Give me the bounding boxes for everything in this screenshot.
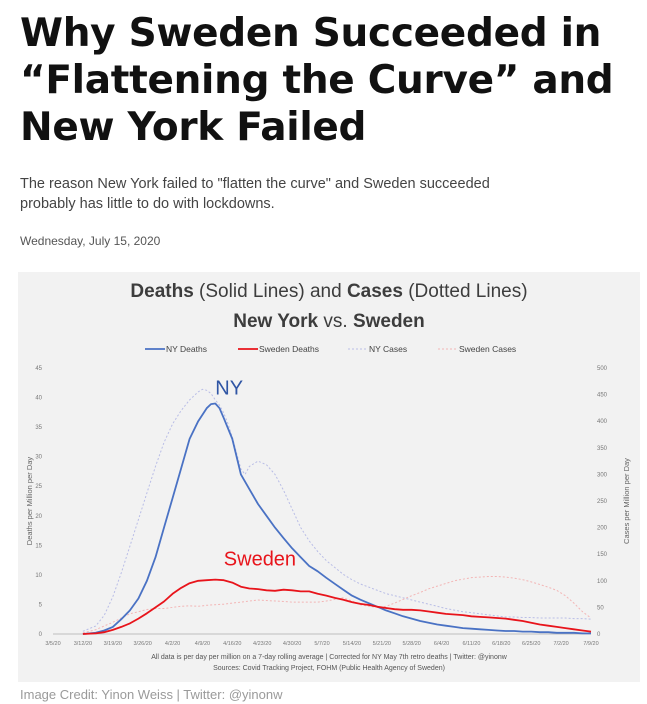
- y-tick-right: 350: [597, 446, 608, 452]
- headline-line-3: New York Failed: [20, 105, 367, 150]
- x-tick-label: 7/9/20: [583, 641, 598, 647]
- headline-line-2: “Flattening the Curve” and: [20, 58, 614, 103]
- deck-line-1: The reason New York failed to "flatten t…: [20, 176, 490, 192]
- x-tick-label: 4/23/20: [253, 641, 271, 647]
- x-tick-label: 4/2/20: [165, 641, 180, 647]
- x-tick-label: 6/18/20: [492, 641, 510, 647]
- legend-label: NY Deaths: [166, 344, 207, 354]
- x-tick-label: 6/25/20: [522, 641, 540, 647]
- x-tick-label: 3/5/20: [45, 641, 60, 647]
- y-tick-right: 0: [597, 632, 601, 638]
- deck-line-2: probably has little to do with lockdowns…: [20, 196, 275, 212]
- y-tick-right: 500: [597, 366, 608, 372]
- chart-footnote-line-2: Sources: Covid Tracking Project, FOHM (P…: [213, 665, 445, 672]
- y-tick-left: 15: [35, 543, 42, 549]
- x-tick-label: 4/30/20: [283, 641, 301, 647]
- x-tick-label: 3/12/20: [74, 641, 92, 647]
- headline-line-1: Why Sweden Succeeded in: [20, 11, 602, 56]
- y-tick-right: 450: [597, 393, 608, 399]
- chart-title-part: (Dotted Lines): [403, 281, 528, 302]
- chart-footnote-line-1: All data is per day per million on a 7-d…: [151, 654, 508, 661]
- chart-title-part: Sweden: [353, 311, 425, 332]
- plot-area: 0510152025303540450501001502002503003504…: [25, 366, 631, 647]
- article-headline: Why Sweden Succeeded in “Flattening the …: [20, 10, 640, 151]
- series-line-ny-deaths: [82, 402, 591, 635]
- x-tick-label: 6/4/20: [434, 641, 449, 647]
- annotation-label: NY: [215, 378, 243, 400]
- chart-title-part: New York: [233, 311, 318, 332]
- x-tick-label: 5/14/20: [343, 641, 361, 647]
- chart-title-part: (Solid Lines) and: [194, 281, 347, 302]
- y-axis-label-right: Cases per Million per Day: [622, 458, 631, 544]
- y-axis-label-left: Deaths per Million per Day: [25, 457, 34, 546]
- x-tick-label: 6/11/20: [462, 641, 480, 647]
- y-tick-left: 25: [35, 484, 42, 490]
- chart-title-line-1: Deaths (Solid Lines) and Cases (Dotted L…: [130, 281, 527, 302]
- y-tick-right: 250: [597, 499, 608, 505]
- y-tick-left: 35: [35, 425, 42, 431]
- x-tick-label: 3/19/20: [104, 641, 122, 647]
- y-tick-left: 20: [35, 514, 42, 520]
- y-tick-right: 300: [597, 472, 608, 478]
- y-tick-left: 0: [39, 632, 43, 638]
- y-tick-right: 100: [597, 579, 608, 585]
- legend-label: Sweden Cases: [459, 344, 516, 354]
- deaths-cases-chart: Deaths (Solid Lines) and Cases (Dotted L…: [25, 281, 631, 672]
- x-tick-label: 5/28/20: [402, 641, 420, 647]
- y-tick-left: 30: [35, 455, 42, 461]
- chart-title-line-2: New York vs. Sweden: [233, 311, 425, 332]
- chart-legend: NY Deaths Sweden Deaths NY Cases Sweden Cas…: [145, 344, 516, 354]
- publish-date: Wednesday, July 15, 2020: [20, 234, 161, 248]
- chart-title-part: Deaths: [130, 281, 193, 302]
- y-tick-left: 40: [35, 396, 42, 402]
- y-tick-right: 400: [597, 419, 608, 425]
- x-tick-label: 5/7/20: [314, 641, 329, 647]
- annotation-label: Sweden: [224, 548, 296, 570]
- x-tick-label: 3/26/20: [133, 641, 151, 647]
- x-tick-label: 4/16/20: [223, 641, 241, 647]
- article-figure[interactable]: Deaths (Solid Lines) and Cases (Dotted L…: [18, 272, 640, 682]
- x-tick-label: 7/2/20: [553, 641, 568, 647]
- chart-title-part: Cases: [347, 281, 403, 302]
- y-tick-left: 5: [39, 602, 43, 608]
- article-deck: The reason New York failed to "flatten t…: [20, 174, 620, 214]
- image-credit: Image Credit: Yinon Weiss | Twitter: @yi…: [20, 687, 283, 702]
- legend-label: Sweden Deaths: [259, 344, 319, 354]
- legend-label: NY Cases: [369, 344, 407, 354]
- y-tick-left: 10: [35, 573, 42, 579]
- chart-title-part: vs.: [318, 311, 353, 332]
- y-tick-right: 150: [597, 552, 608, 558]
- series-line-ny-cases: [82, 388, 592, 632]
- x-tick-label: 5/21/20: [373, 641, 391, 647]
- y-tick-right: 50: [597, 605, 604, 611]
- y-tick-left: 45: [35, 366, 42, 372]
- x-tick-label: 4/9/20: [195, 641, 210, 647]
- series-line-sweden-deaths: [82, 578, 592, 635]
- y-tick-right: 200: [597, 526, 608, 532]
